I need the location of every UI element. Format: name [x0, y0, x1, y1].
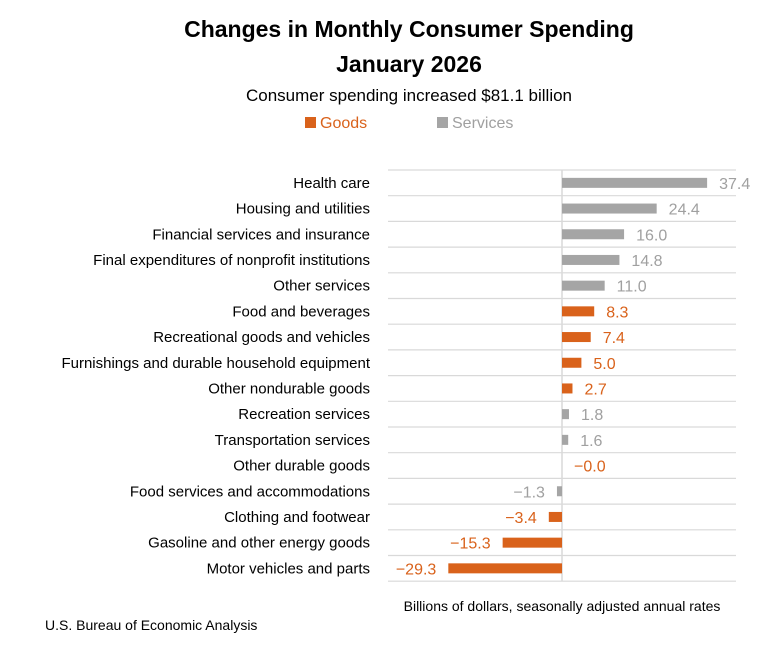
category-label: Other nondurable goods — [208, 380, 370, 397]
source-note: U.S. Bureau of Economic Analysis — [45, 617, 257, 633]
bar — [562, 332, 591, 343]
data-label: 16.0 — [636, 227, 667, 244]
data-label: −1.3 — [513, 484, 545, 501]
data-label: 14.8 — [631, 253, 662, 270]
bar — [562, 357, 582, 368]
data-label: 8.3 — [606, 304, 628, 321]
data-label: 2.7 — [584, 381, 606, 398]
bar — [562, 383, 573, 394]
x-axis-label: Billions of dollars, seasonally adjusted… — [404, 598, 721, 614]
bar — [562, 280, 605, 291]
bar — [562, 434, 569, 445]
bar — [556, 486, 562, 497]
legend: Goods Services — [305, 115, 513, 132]
category-label: Food services and accommodations — [130, 483, 370, 500]
category-label: Final expenditures of nonprofit institut… — [93, 252, 370, 269]
category-label: Motor vehicles and parts — [207, 560, 370, 577]
data-label: 7.4 — [603, 330, 625, 347]
category-label: Recreational goods and vehicles — [153, 329, 370, 346]
data-label: 5.0 — [593, 356, 615, 373]
category-label: Health care — [293, 175, 370, 192]
data-label: 1.8 — [581, 407, 603, 424]
legend-swatch-services — [437, 117, 448, 128]
bar — [562, 254, 620, 265]
data-label: −15.3 — [450, 536, 491, 553]
category-label: Housing and utilities — [236, 201, 370, 218]
data-label: −3.4 — [505, 510, 537, 527]
category-label: Other durable goods — [233, 458, 370, 475]
data-label: −0.0 — [574, 459, 606, 476]
bar — [548, 511, 562, 522]
data-label: 24.4 — [669, 202, 700, 219]
chart-subtitle: Consumer spending increased $81.1 billio… — [246, 86, 572, 105]
legend-swatch-goods — [305, 117, 316, 128]
category-label: Financial services and insurance — [152, 226, 370, 243]
category-label: Food and beverages — [232, 303, 370, 320]
legend-label-goods: Goods — [320, 115, 367, 132]
bar — [562, 229, 625, 240]
category-label: Gasoline and other energy goods — [148, 535, 370, 552]
category-label: Furnishings and durable household equipm… — [61, 355, 370, 372]
category-label: Recreation services — [238, 406, 370, 423]
chart-title-line2: January 2026 — [336, 51, 482, 77]
bar — [562, 409, 569, 420]
data-label: 1.6 — [580, 433, 602, 450]
data-label: 11.0 — [617, 279, 647, 296]
bar — [562, 203, 657, 214]
chart-title: Changes in Monthly Consumer Spending — [184, 16, 634, 42]
bar — [448, 563, 562, 574]
data-label: −29.3 — [396, 561, 437, 578]
category-label: Clothing and footwear — [224, 509, 370, 526]
legend-label-services: Services — [452, 115, 513, 132]
bars: Health care 37.4 Housing and utilities 24.4… — [61, 175, 750, 578]
category-label: Transportation services — [215, 432, 370, 449]
bar — [562, 177, 708, 188]
bar — [502, 537, 562, 548]
data-label: 37.4 — [719, 176, 750, 193]
gridlines — [388, 169, 736, 582]
bar — [562, 306, 595, 317]
category-label: Other services — [273, 278, 370, 295]
